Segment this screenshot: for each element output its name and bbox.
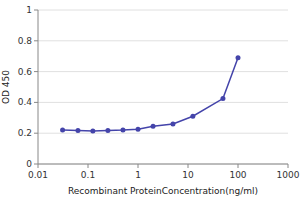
tick-mark xyxy=(34,102,38,103)
grid-line xyxy=(38,164,288,165)
grid-line xyxy=(38,71,288,72)
tick-mark xyxy=(34,40,38,41)
tick-label: 10 xyxy=(182,170,194,180)
grid xyxy=(38,10,288,164)
tick-mark xyxy=(238,164,239,168)
chart: 0 0.2 0.4 0.6 0.8 1 0.01 0.1 1 10 100 1000 Recombina… xyxy=(0,0,300,200)
tick-label: 0.2 xyxy=(18,128,32,138)
plot-area xyxy=(60,55,240,133)
tick-mark xyxy=(188,164,189,168)
point xyxy=(120,128,125,133)
grid-line xyxy=(38,102,288,103)
y-axis-label: OD 450 xyxy=(1,70,11,104)
tick-mark xyxy=(138,164,139,168)
tick-label: 0.01 xyxy=(28,170,48,180)
tick-label: 1 xyxy=(135,170,141,180)
point xyxy=(75,128,80,133)
tick-label: 0 xyxy=(26,159,32,169)
tick-label: 100 xyxy=(229,170,246,180)
tick-mark xyxy=(34,10,38,11)
point xyxy=(105,128,110,133)
tick-label: 0.1 xyxy=(81,170,95,180)
line xyxy=(63,58,238,131)
tick-label: 0.8 xyxy=(18,36,33,46)
point xyxy=(90,128,95,133)
tick-label: 1000 xyxy=(277,170,300,180)
point xyxy=(236,55,241,60)
tick-label: 0.6 xyxy=(18,67,33,77)
x-axis-label: Recombinant ProteinConcentration(ng/ml) xyxy=(68,186,258,196)
point xyxy=(170,121,175,126)
grid-line xyxy=(38,133,288,134)
tick-mark xyxy=(34,71,38,72)
tick-mark xyxy=(288,164,289,168)
point xyxy=(136,127,141,132)
tick-label: 0.4 xyxy=(18,97,33,107)
grid-line xyxy=(38,40,288,41)
grid-line xyxy=(38,10,288,11)
point xyxy=(151,124,156,129)
tick-mark xyxy=(88,164,89,168)
point xyxy=(60,128,65,133)
tick-mark xyxy=(34,164,38,165)
tick-mark xyxy=(38,164,39,168)
tick-mark xyxy=(34,133,38,134)
point xyxy=(190,114,195,119)
point xyxy=(220,96,225,101)
x-axis-line xyxy=(38,164,288,165)
y-axis-line xyxy=(38,10,39,164)
tick-label: 1 xyxy=(26,5,32,15)
